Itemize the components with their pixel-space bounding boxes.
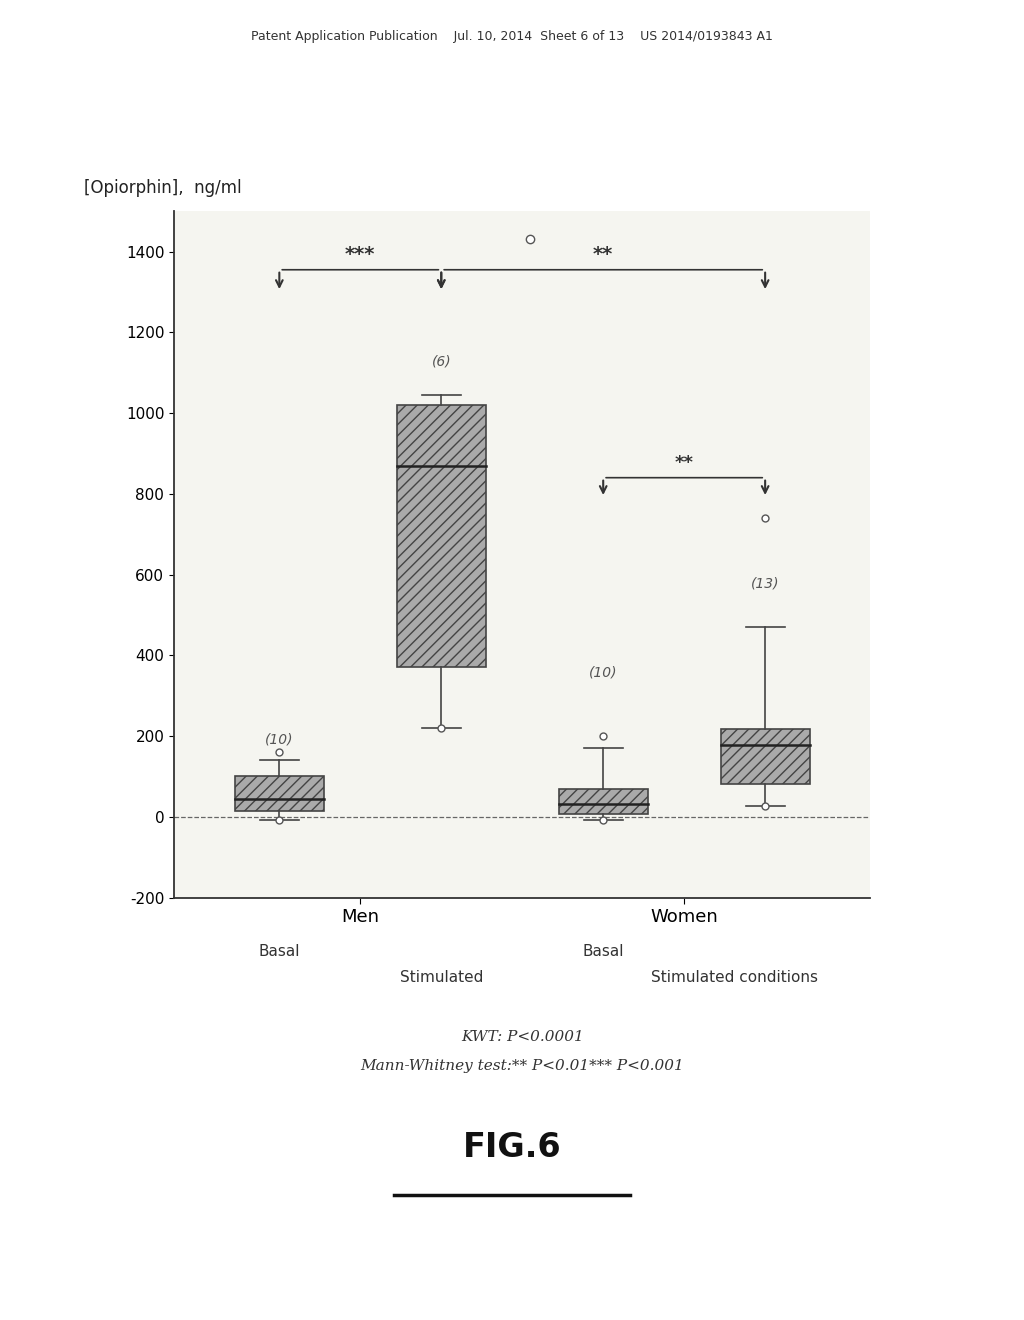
Text: (13): (13) <box>751 577 779 591</box>
Text: Stimulated conditions: Stimulated conditions <box>651 970 818 985</box>
Bar <box>559 789 648 813</box>
Text: KWT: P<0.0001: KWT: P<0.0001 <box>461 1030 584 1044</box>
Text: [Opiorphin],  ng/ml: [Opiorphin], ng/ml <box>84 180 242 198</box>
Text: (10): (10) <box>589 665 617 680</box>
Text: FIG.6: FIG.6 <box>463 1131 561 1164</box>
Text: **: ** <box>675 454 693 471</box>
Text: ***: *** <box>345 244 376 264</box>
Text: Mann-Whitney test:** P<0.01*** P<0.001: Mann-Whitney test:** P<0.01*** P<0.001 <box>360 1059 684 1073</box>
Bar <box>234 776 324 810</box>
Text: Patent Application Publication    Jul. 10, 2014  Sheet 6 of 13    US 2014/019384: Patent Application Publication Jul. 10, … <box>251 30 773 44</box>
Bar <box>721 729 810 784</box>
Text: (6): (6) <box>431 355 452 368</box>
Text: **: ** <box>593 244 613 264</box>
Text: Basal: Basal <box>583 944 624 958</box>
Text: Stimulated: Stimulated <box>399 970 483 985</box>
Bar <box>396 405 485 668</box>
Text: (10): (10) <box>265 733 294 746</box>
Text: Basal: Basal <box>259 944 300 958</box>
